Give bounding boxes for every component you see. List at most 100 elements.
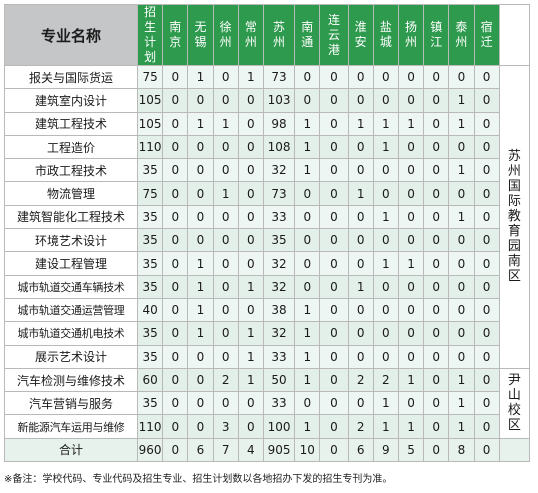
city-count: 0 [473,204,500,230]
city-header: 盐城 [372,4,399,66]
city-count: 0 [162,134,189,160]
city-count: 0 [397,181,425,206]
city-count: 0 [187,204,214,230]
city-count: 0 [347,344,374,369]
city-count: 0 [294,64,321,90]
city-count: 0 [237,181,264,206]
city-count: 0 [397,88,425,113]
city-count: 0 [237,414,264,439]
city-count: 0 [237,88,264,113]
city-count: 1 [187,251,214,276]
city-count: 0 [372,274,399,299]
city-count: 0 [448,274,475,299]
city-count: 1 [294,158,321,183]
table-row: 城市轨道交通机电技术 35 0 1 0 1 32 1 0 0 0 0 0 0 0 [4,321,530,346]
city-header: 泰州 [448,4,475,66]
table-header: 专业名称 招生计划 南京 无锡 徐州 常州 苏州 南通 连云港 淮安 盐城 扬州 镇江 泰州 宿迁 [4,4,531,66]
city-count: 0 [187,158,214,183]
city-count: 0 [372,321,399,346]
city-count: 0 [294,251,321,276]
city-count: 1 [448,88,475,113]
city-count: 0 [473,158,500,183]
city-count: 0 [423,321,450,346]
city-count: 0 [187,367,214,393]
city-count: 1 [212,181,239,206]
table-row: 建设工程管理 35 0 1 0 0 32 0 0 0 1 1 0 0 0 [4,251,530,276]
city-count: 0 [423,64,450,90]
city-count: 32 [262,274,296,299]
city-count: 0 [372,181,399,206]
city-count: 1 [187,321,214,346]
plan-count: 35 [136,204,164,230]
city-count: 32 [262,321,296,346]
city-count: 73 [262,64,296,90]
plan-header: 招生计划 [136,4,164,66]
city-count: 0 [347,64,374,90]
city-count: 0 [294,228,321,253]
plan-count: 105 [136,111,164,136]
city-count: 1 [397,251,425,276]
city-count: 0 [212,321,239,346]
city-count: 1 [372,391,399,416]
city-count: 0 [397,134,425,160]
city-count: 1 [372,204,399,230]
city-count: 0 [372,344,399,369]
table-row: 新能源汽车运用与维修 110 0 0 3 0 100 1 0 2 1 1 0 1 0 [4,414,530,439]
city-count: 1 [294,367,321,393]
city-count: 33 [262,391,296,416]
city-count: 73 [262,181,296,206]
city-count: 0 [212,391,239,416]
city-count: 0 [162,64,189,90]
city-count: 0 [448,321,475,346]
city-count: 98 [262,111,296,136]
table-row: 建筑室内设计 105 0 0 0 0 103 0 0 0 0 0 0 1 0 [4,88,530,113]
city-count: 0 [347,158,374,183]
city-count: 0 [423,88,450,113]
city-count: 2 [347,367,374,393]
plan-count: 35 [136,344,164,369]
city-count: 0 [397,344,425,369]
city-count: 0 [448,134,475,160]
city-count: 1 [347,111,374,136]
city-count: 0 [212,88,239,113]
city-header: 宿迁 [473,4,500,66]
city-count: 2 [347,414,374,439]
city-count: 0 [237,228,264,253]
city-count: 0 [319,228,349,253]
city-count: 1 [372,251,399,276]
campus-empty-cell [498,437,531,463]
city-count: 7 [212,437,239,463]
city-count: 0 [473,391,500,416]
city-count: 2 [212,367,239,393]
city-count: 0 [162,391,189,416]
city-count: 33 [262,344,296,369]
city-header: 无锡 [187,4,214,66]
campus-header [498,4,531,66]
city-count: 108 [262,134,296,160]
city-count: 0 [319,158,349,183]
table-row: 汽车检测与维修技术 60 0 0 2 1 50 1 0 2 2 1 0 1 0 尹山校区 [4,367,531,439]
city-count: 0 [473,414,500,439]
city-count: 0 [423,251,450,276]
city-count: 0 [473,111,500,136]
city-count: 1 [294,344,321,369]
city-count: 32 [262,251,296,276]
city-count: 1 [372,134,399,160]
table-row: 汽车营销与服务 35 0 0 0 0 33 0 0 0 1 0 0 1 0 [4,391,530,416]
campus-yinshan-label: 尹山校区 [498,367,531,439]
city-count: 0 [319,251,349,276]
city-count: 0 [372,64,399,90]
city-count: 0 [212,344,239,369]
city-count: 1 [187,274,214,299]
major-name: 环境艺术设计 [4,228,138,253]
city-count: 0 [347,297,374,323]
city-count: 1 [448,391,475,416]
city-count: 0 [319,134,349,160]
plan-count: 35 [136,228,164,253]
plan-count: 40 [136,297,164,323]
city-count: 0 [319,297,349,323]
city-count: 1 [294,134,321,160]
city-count: 0 [319,111,349,136]
city-count: 0 [397,158,425,183]
